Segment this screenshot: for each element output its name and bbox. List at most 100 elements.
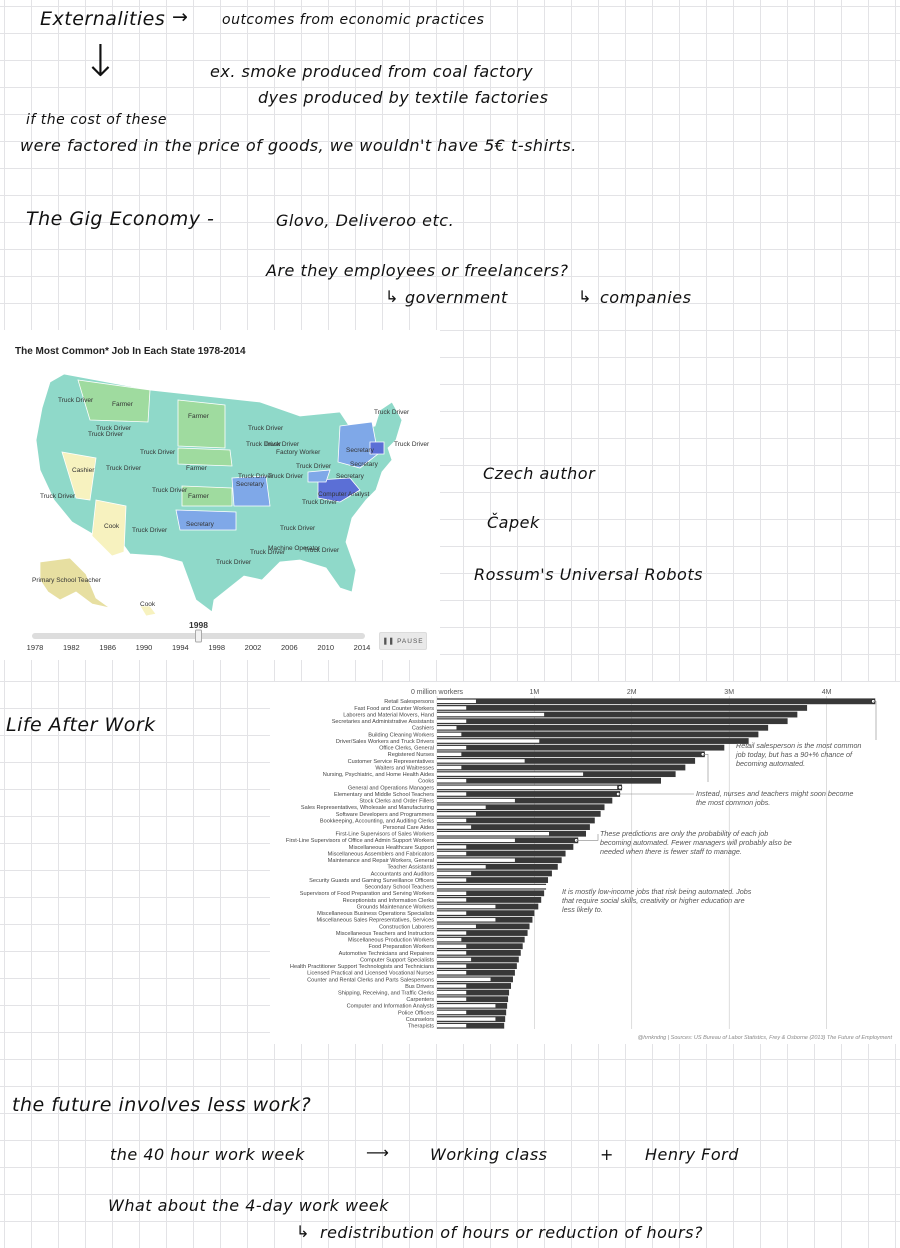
map-title: The Most Common* Job In Each State 1978-… — [15, 346, 246, 357]
chart-category-label: Bus Drivers — [405, 984, 434, 990]
chart-bar-dark — [437, 870, 552, 877]
map-state-label: Truck Driver — [140, 449, 176, 456]
note-gig-branch-1: government — [405, 288, 508, 307]
chart-category-label: Security Guards and Gaming Surveillance … — [309, 878, 434, 884]
timeline-year-label: 2010 — [317, 643, 334, 652]
timeline-year-label: 1978 — [27, 643, 44, 652]
chart-bar-light — [437, 719, 467, 723]
chart-category-label: Supervisors of Food Preparation and Serv… — [300, 891, 434, 897]
chart-bar-dark — [437, 989, 510, 996]
chart-category-label: Police Officers — [398, 1010, 434, 1016]
chart-bar-light — [437, 726, 457, 730]
map-state-label: Farmer — [188, 413, 210, 420]
chart-tick-label: 3M — [724, 689, 734, 696]
chart-bar-light — [437, 699, 476, 704]
chart-bar-light — [437, 924, 476, 929]
map-region-cashier-nevada — [61, 451, 97, 501]
chart-bar-dark — [437, 1009, 507, 1016]
chart-category-label: Building Cleaning Workers — [368, 732, 434, 738]
timeline-year-label: 1982 — [63, 643, 80, 652]
chart-annotation: These predictions are only the probabili… — [600, 829, 792, 856]
note-externalities-definition: outcomes from economic practices — [222, 12, 485, 28]
chart-bar-light — [437, 891, 467, 895]
chart-category-label: Grounds Maintenance Workers — [357, 904, 435, 910]
chart-category-label: Personal Care Aides — [383, 825, 434, 831]
map-state-label: Farmer — [186, 465, 208, 472]
chart-category-label: General and Operations Managers — [348, 785, 434, 791]
note-future-line-1: the 40 hour work week — [110, 1145, 305, 1164]
map-state-label: Truck Driver — [264, 441, 300, 448]
map-region-farmer-kansas — [181, 485, 233, 507]
chart-category-label: Accountants and Auditors — [371, 871, 435, 877]
note-if-line-1: if the cost of these — [26, 112, 168, 128]
pause-button[interactable]: ❚❚ PAUSE — [379, 632, 427, 650]
chart-bar-light — [437, 785, 618, 790]
chart-bar-light — [437, 805, 486, 809]
chart-category-label: Cashiers — [412, 726, 434, 732]
map-state-label: Truck Driver — [394, 441, 430, 448]
chart-bar-dark — [437, 751, 705, 758]
chart-bar-light — [437, 752, 462, 756]
note-gig-question: Are they employees or freelancers? — [266, 261, 569, 280]
chart-bar-light — [437, 878, 467, 882]
chart-bar-dark — [437, 824, 590, 830]
note-gig-heading: The Gig Economy - — [26, 208, 215, 230]
chart-bar-light — [437, 818, 467, 823]
chart-bar-dark — [437, 777, 661, 784]
chart-bar-dark — [437, 757, 696, 764]
chart-bar-dark — [437, 983, 512, 989]
chart-category-label: Computer Support Specialists — [360, 957, 434, 963]
map-region-computer-analyst-ne — [369, 441, 385, 455]
year-slider-thumb[interactable] — [195, 629, 202, 643]
chart-category-label: Fast Food and Counter Workers — [354, 706, 434, 712]
chart-bar-dark — [437, 797, 613, 804]
map-state-label: Truck Driver — [132, 527, 168, 534]
chart-bar-dark — [437, 810, 601, 817]
chart-bar-light — [437, 858, 515, 862]
chart-bar-dark — [437, 897, 542, 903]
chart-annotation-leader — [576, 834, 599, 841]
chart-category-label: Driver/Sales Workers and Truck Drivers — [336, 739, 434, 745]
chart-source: @hrnkndng | Sources: US Bureau of Labor … — [638, 1035, 893, 1041]
chart-category-label: Construction Laborers — [379, 924, 434, 930]
chart-category-label: Counter and Rental Clerks and Parts Sale… — [307, 977, 434, 983]
chart-bar-light — [437, 997, 467, 1001]
chart-tick-label: 2M — [627, 689, 637, 696]
map-state-label: Truck Driver — [250, 549, 286, 556]
timeline-year-label: 1994 — [172, 643, 189, 652]
automation-bar-chart: 0 million workers 1M 2M 3M 4M Retail Salespe… — [286, 689, 893, 1041]
map-state-label: Truck Driver — [106, 465, 142, 472]
chart-bar-light — [437, 732, 462, 737]
map-state-label: Secretary — [350, 461, 379, 468]
chart-bar-light — [437, 951, 467, 955]
chart-bar-light — [437, 871, 472, 876]
chart-bar-light — [437, 918, 496, 922]
chart-bar-light — [437, 931, 467, 935]
note-capek-line-1: Czech author — [483, 464, 596, 483]
chart-bar-dark — [437, 698, 876, 705]
map-region-teacher-alaska — [39, 557, 111, 609]
chart-bar-light — [437, 904, 496, 909]
chart-bar-dark — [437, 910, 535, 917]
arrow-down-icon: ↓ — [82, 36, 120, 87]
map-state-label: Farmer — [188, 493, 210, 500]
slider-year-label: 1998 — [189, 620, 208, 630]
map-region-secretary-oklahoma — [175, 509, 237, 531]
chart-bar-light — [437, 944, 467, 948]
map-state-label: Machine Operator — [268, 545, 321, 552]
map-state-label: Secretary — [236, 481, 265, 488]
chart-bar-dark — [437, 877, 549, 883]
map-state-label: Secretary — [346, 447, 375, 454]
chart-bar-light — [437, 898, 467, 902]
chart-bar-dark — [437, 969, 515, 976]
map-region-cook-hawaii — [139, 605, 157, 617]
note-future-plus: + — [600, 1145, 614, 1164]
us-jobs-map-panel: Truck Driver Farmer Farmer Truck Driver Truc… — [0, 330, 440, 660]
chart-category-label: Licensed Practical and Licensed Vocation… — [307, 971, 434, 977]
chart-bar-dark — [437, 731, 759, 738]
chart-category-label: Bookkeeping, Accounting, and Auditing Cl… — [320, 818, 434, 824]
chart-bar-light — [437, 984, 467, 988]
arrow-right-icon: ⟶ — [366, 1143, 390, 1162]
note-future-line-2: What about the 4-day work week — [108, 1196, 390, 1215]
map-state-label: Truck Driver — [302, 499, 338, 506]
